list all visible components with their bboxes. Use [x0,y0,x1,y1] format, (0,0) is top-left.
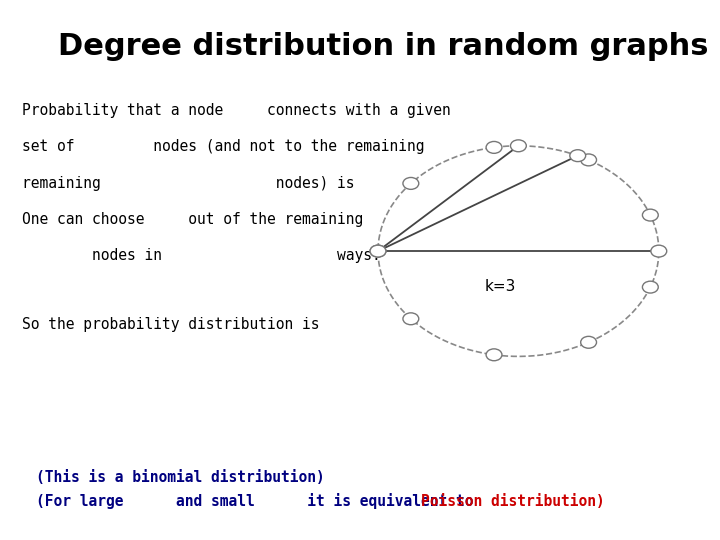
Circle shape [510,140,526,152]
Circle shape [570,150,585,161]
Text: One can choose     out of the remaining: One can choose out of the remaining [22,212,363,227]
Circle shape [370,245,386,257]
Circle shape [642,209,658,221]
Text: Poisson distribution): Poisson distribution) [421,494,605,509]
Circle shape [651,245,667,257]
Text: So the probability distribution is: So the probability distribution is [22,316,319,332]
Circle shape [581,154,597,166]
Circle shape [642,281,658,293]
Text: Degree distribution in random graphs: Degree distribution in random graphs [58,32,708,62]
Text: Probability that a node     connects with a given: Probability that a node connects with a … [22,103,450,118]
Circle shape [403,178,419,190]
Text: nodes in                    ways.: nodes in ways. [22,248,380,263]
Text: k=3: k=3 [485,279,516,294]
Text: (This is a binomial distribution): (This is a binomial distribution) [36,470,325,485]
Circle shape [486,349,502,361]
Circle shape [486,141,502,153]
Text: set of         nodes (and not to the remaining: set of nodes (and not to the remaining [22,139,424,154]
Circle shape [403,313,419,325]
Text: (For large      and small      it is equivalent to: (For large and small it is equivalent to [36,493,482,509]
Circle shape [370,245,386,257]
Circle shape [580,336,596,348]
Text: remaining                    nodes) is: remaining nodes) is [22,176,354,191]
